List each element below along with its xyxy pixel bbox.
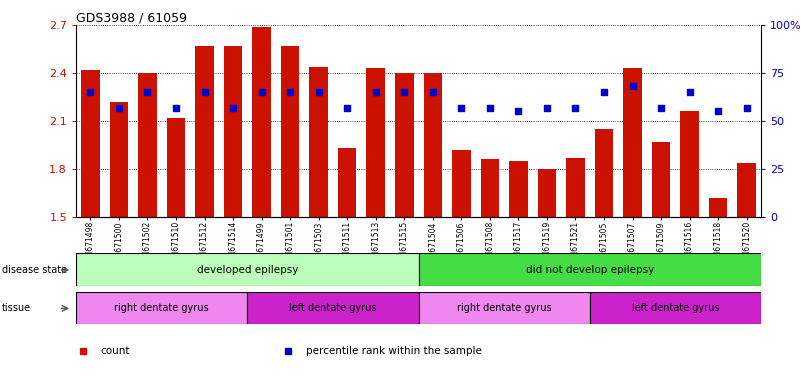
Point bbox=[170, 104, 183, 111]
Point bbox=[683, 89, 696, 95]
Bar bbox=[110, 102, 128, 217]
Bar bbox=[138, 73, 157, 217]
Point bbox=[569, 104, 582, 111]
Bar bbox=[537, 169, 556, 217]
Text: developed epilepsy: developed epilepsy bbox=[196, 265, 298, 275]
Point bbox=[256, 89, 268, 95]
Bar bbox=[366, 68, 385, 217]
Bar bbox=[248, 292, 418, 324]
Text: disease state: disease state bbox=[2, 265, 66, 275]
Text: count: count bbox=[100, 346, 130, 356]
Point bbox=[626, 83, 639, 89]
Point bbox=[141, 89, 154, 95]
Point bbox=[541, 104, 553, 111]
Point bbox=[654, 104, 667, 111]
Text: percentile rank within the sample: percentile rank within the sample bbox=[305, 346, 481, 356]
Bar bbox=[509, 161, 528, 217]
Bar bbox=[424, 73, 442, 217]
Point bbox=[712, 108, 725, 114]
Bar bbox=[223, 46, 243, 217]
Bar bbox=[452, 150, 471, 217]
Point bbox=[512, 108, 525, 114]
Point bbox=[426, 89, 439, 95]
Text: right dentate gyrus: right dentate gyrus bbox=[457, 303, 551, 313]
Bar bbox=[652, 142, 670, 217]
Point bbox=[112, 104, 125, 111]
Point bbox=[398, 89, 411, 95]
Bar bbox=[709, 198, 727, 217]
Text: left dentate gyrus: left dentate gyrus bbox=[289, 303, 376, 313]
Text: GDS3988 / 61059: GDS3988 / 61059 bbox=[76, 12, 187, 25]
Bar bbox=[623, 68, 642, 217]
Bar bbox=[738, 162, 756, 217]
Bar bbox=[76, 253, 418, 286]
Bar bbox=[418, 253, 761, 286]
Point bbox=[198, 89, 211, 95]
Point bbox=[284, 89, 296, 95]
Bar bbox=[418, 292, 590, 324]
Text: tissue: tissue bbox=[2, 303, 30, 313]
Bar bbox=[566, 158, 585, 217]
Point bbox=[455, 104, 468, 111]
Bar bbox=[309, 66, 328, 217]
Bar bbox=[281, 46, 300, 217]
Text: right dentate gyrus: right dentate gyrus bbox=[115, 303, 209, 313]
Bar bbox=[76, 292, 248, 324]
Point bbox=[84, 89, 97, 95]
Text: left dentate gyrus: left dentate gyrus bbox=[632, 303, 719, 313]
Bar bbox=[167, 118, 185, 217]
Bar bbox=[594, 129, 614, 217]
Bar bbox=[195, 46, 214, 217]
Bar bbox=[680, 111, 699, 217]
Point bbox=[484, 104, 497, 111]
Bar bbox=[252, 26, 271, 217]
Point bbox=[227, 104, 239, 111]
Point bbox=[312, 89, 325, 95]
Bar bbox=[81, 70, 99, 217]
Point bbox=[369, 89, 382, 95]
Point bbox=[740, 104, 753, 111]
Text: did not develop epilepsy: did not develop epilepsy bbox=[525, 265, 654, 275]
Bar bbox=[338, 148, 356, 217]
Bar bbox=[481, 159, 499, 217]
Point bbox=[598, 89, 610, 95]
Bar bbox=[395, 73, 413, 217]
Point bbox=[340, 104, 353, 111]
Bar bbox=[590, 292, 761, 324]
